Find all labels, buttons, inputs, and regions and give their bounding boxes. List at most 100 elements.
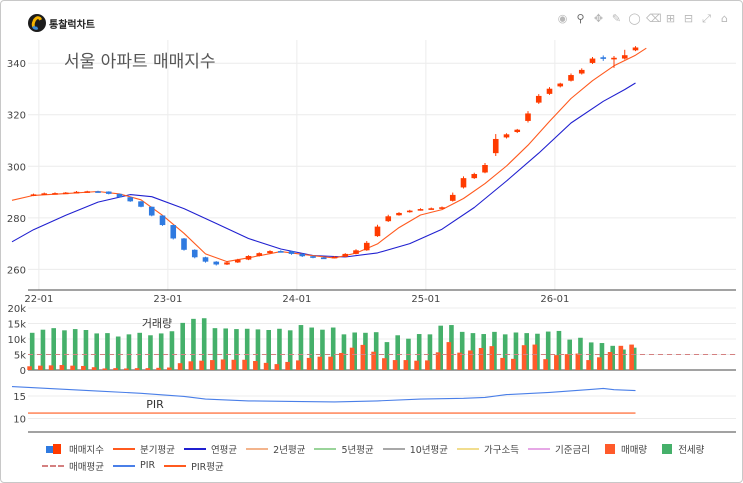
jeonse-bar	[244, 328, 250, 370]
legend-item[interactable]: PIR평균	[164, 459, 224, 473]
jeonse-bar	[545, 331, 551, 370]
line-swatch-icon	[314, 447, 337, 450]
candle-body	[170, 225, 177, 239]
sale-bar	[618, 345, 624, 370]
home-icon[interactable]: ⌂	[721, 12, 728, 25]
jeonse-bar	[277, 328, 282, 370]
jeonse-bar	[126, 334, 132, 370]
pir-line	[11, 386, 636, 403]
jeonse-bar	[427, 334, 433, 370]
candle-body	[52, 193, 58, 195]
legend-label: 매매지수	[69, 444, 104, 456]
sale-bar	[435, 352, 441, 370]
legend-item[interactable]: 분기평균	[112, 442, 175, 456]
jeonse-bar	[148, 335, 153, 370]
sale-bar	[285, 361, 290, 370]
sale-bar	[274, 364, 280, 370]
zoom-out-icon[interactable]: ⊟	[683, 12, 694, 25]
legend-item[interactable]: 연평균	[183, 442, 238, 456]
zoom-icon[interactable]: ⚲	[576, 12, 585, 25]
legend-item[interactable]: 매매지수	[42, 442, 104, 456]
legend-label: PIR평균	[191, 461, 224, 473]
y-tick-label: 340	[7, 59, 26, 70]
jeonse-bar	[352, 332, 357, 370]
draw-shape-icon[interactable]: ◯	[628, 12, 641, 25]
brand-mark-icon	[28, 14, 46, 32]
legend-label: 10년평균	[409, 444, 449, 456]
legend-item[interactable]: PIR	[112, 460, 156, 471]
sale-bar	[145, 368, 151, 370]
sale-bar	[382, 358, 387, 370]
pir-tick-label: 10	[13, 415, 26, 426]
autoscale-icon[interactable]: ⤢	[702, 12, 711, 25]
sale-bar	[468, 350, 473, 370]
legend-item[interactable]: 5년평균	[314, 442, 374, 456]
candle-body	[503, 134, 510, 138]
candle-body	[256, 253, 263, 256]
y-tick-label: 300	[7, 162, 26, 173]
legend-item[interactable]: 전세량	[656, 442, 704, 456]
jeonse-bar	[610, 345, 615, 370]
jeonse-bar	[459, 331, 465, 370]
camera-icon[interactable]: ◉	[557, 12, 568, 25]
x-tick-label: 24-01	[282, 294, 311, 305]
candle-body	[95, 191, 101, 193]
sale-bar	[296, 360, 301, 370]
erase-icon[interactable]: ⌫	[646, 12, 662, 25]
sale-bar	[575, 353, 581, 370]
line-swatch-icon	[183, 447, 206, 450]
candle-body	[428, 208, 435, 210]
chart-svg[interactable]: 260 280 300 320 340 22-01 23-01 24-01 25-01 26-01…	[0, 0, 743, 440]
brand-logo[interactable]: 통찰럭차트	[28, 14, 95, 32]
candle-body	[568, 75, 574, 81]
sale-bar	[392, 360, 398, 370]
candle-body	[342, 253, 349, 257]
sale-bar	[403, 360, 409, 370]
draw-line-icon[interactable]: ✎	[611, 12, 622, 25]
sale-bar	[360, 344, 366, 370]
candle-body	[41, 193, 48, 195]
legend-label: PIR	[139, 460, 156, 471]
candle-body	[224, 262, 230, 265]
sale-bar	[414, 360, 419, 370]
legend-label: 매매량	[620, 444, 648, 456]
candle-body	[417, 209, 424, 211]
candle-body	[471, 174, 478, 179]
legend-label: 연평균	[210, 444, 238, 456]
sale-bar	[306, 357, 312, 370]
candle-body	[578, 69, 585, 74]
legend-label: 분기평균	[139, 444, 175, 456]
jeonse-bar	[72, 329, 78, 370]
legend-label: 가구소득	[484, 444, 519, 456]
volume-tick-label: 10k	[7, 335, 26, 346]
candle-body	[213, 261, 220, 265]
sale-bar	[134, 368, 140, 370]
brand-name: 통찰럭차트	[49, 19, 95, 31]
legend-item[interactable]: 매매량	[599, 442, 647, 456]
legend-item[interactable]: 매매평균	[42, 459, 104, 473]
candle-body	[611, 57, 617, 60]
legend-item[interactable]: 10년평균	[382, 442, 449, 456]
candle-body	[600, 57, 607, 59]
jeonse-bar	[502, 334, 508, 370]
candle-body	[277, 251, 284, 253]
candle-body	[245, 255, 252, 260]
jeonse-bar	[309, 327, 314, 370]
x-tick-label: 26-01	[540, 294, 569, 305]
candle-body	[320, 257, 327, 260]
sale-bar	[27, 366, 32, 370]
legend-item[interactable]: 기준금리	[527, 442, 590, 456]
pan-icon[interactable]: ✥	[593, 12, 604, 25]
jeonse-bar	[51, 328, 56, 370]
jeonse-bar	[373, 332, 379, 370]
candle-body	[310, 256, 316, 258]
jeonse-bar	[363, 332, 368, 370]
jeonse-bar	[115, 336, 121, 370]
candle-body	[439, 207, 445, 209]
legend-item[interactable]: 가구소득	[457, 442, 519, 456]
jeonse-bar	[449, 325, 454, 370]
legend-item[interactable]: 2년평균	[246, 442, 305, 456]
candle-body	[84, 191, 91, 193]
zoom-in-icon[interactable]: ⊞	[665, 12, 676, 25]
jeonse-bar	[62, 330, 67, 370]
